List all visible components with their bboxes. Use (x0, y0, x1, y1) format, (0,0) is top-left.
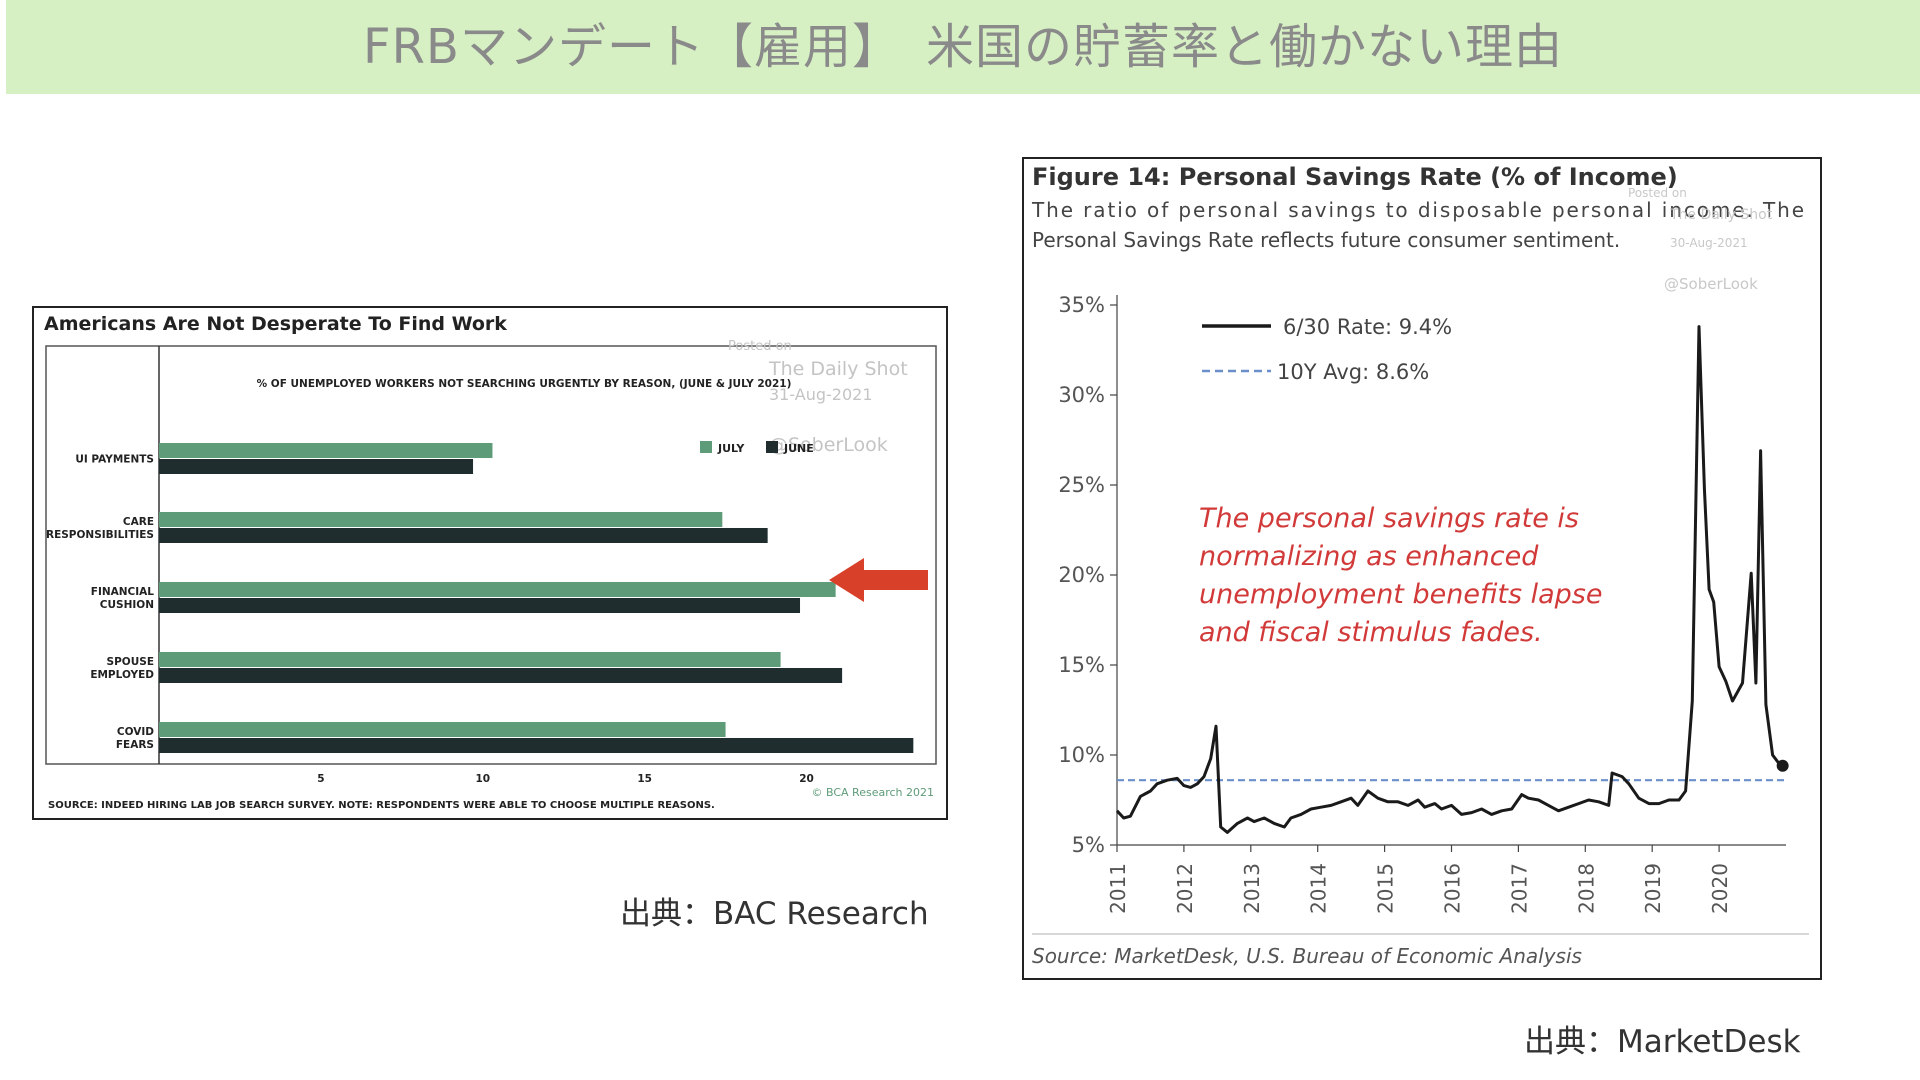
y-tick-label: 15% (1058, 653, 1105, 677)
line-chart-source: Source: MarketDesk, U.S. Bureau of Econo… (1032, 944, 1582, 968)
x-tick-label: 2016 (1441, 863, 1465, 914)
legend-avg-label: 10Y Avg: 8.6% (1277, 360, 1429, 384)
y-tick-label: 20% (1058, 563, 1105, 587)
line-x-axis: 2011 2012 2013 2014 2015 2016 2017 2018 2019 2020 (1106, 844, 1786, 914)
highlight-arrow (829, 558, 928, 602)
x-tick-label: 2012 (1173, 863, 1197, 914)
legend-july-label: JULY (717, 442, 745, 455)
bar-chart-subtitle: % OF UNEMPLOYED WORKERS NOT SEARCHING UR… (257, 378, 792, 390)
line-y-axis: 5% 10% 15% 20% 25% 30% 35% (1058, 293, 1118, 857)
x-tick-label: 2013 (1240, 863, 1264, 914)
y-tick-label: 35% (1058, 293, 1105, 317)
bar-category-label: FEARS (116, 739, 154, 751)
x-tick-label: 2017 (1507, 863, 1531, 914)
bar-june-spouse-employed (159, 668, 843, 683)
watermark-posted-on: Posted on (728, 339, 792, 354)
annotation-line-2: normalizing as enhanced (1199, 541, 1539, 572)
x-tick-label: 2011 (1106, 863, 1130, 914)
watermark-handle-right: @SoberLook (1664, 275, 1758, 293)
y-tick-label: 25% (1058, 473, 1105, 497)
bar-plot-frame (45, 345, 937, 765)
unemployed-reasons-chart-panel: Americans Are Not Desperate To Find Work… (32, 306, 948, 820)
watermark-site-right: The Daily Shot (1669, 207, 1773, 223)
bar-x-tick-label: 15 (637, 773, 652, 785)
right-source-caption: 出典：MarketDesk (1524, 1024, 1801, 1060)
savings-annotation: The personal savings rate is normalizing… (1199, 503, 1602, 648)
bar-july-spouse-employed (159, 652, 781, 667)
bar-june-ui-payments (159, 459, 474, 474)
bar-watermark: Posted on The Daily Shot 31-Aug-2021 @So… (728, 339, 908, 456)
slide-title: FRBマンデート【雇用】 米国の貯蓄率と働かない理由 (363, 19, 1563, 75)
annotation-line-4: and fiscal stimulus fades. (1199, 617, 1543, 648)
line-watermark: Posted on The Daily Shot 30-Aug-2021 @So… (1628, 186, 1773, 293)
bar-category-label: CUSHION (100, 599, 154, 611)
bar-june-covid-fears (159, 738, 914, 753)
bar-july-covid-fears (159, 722, 726, 737)
bar-category-label: COVID (117, 726, 154, 738)
bar-x-tick-label: 20 (799, 773, 814, 785)
bar-category-label: FINANCIAL (91, 586, 155, 598)
x-tick-label: 2019 (1641, 863, 1665, 914)
line-chart-subtitle-2: Personal Savings Rate reflects future co… (1032, 228, 1620, 252)
x-tick-label: 2020 (1708, 863, 1732, 914)
bar-category-label: CARE (123, 516, 154, 528)
line-legend: 6/30 Rate: 9.4% 10Y Avg: 8.6% (1202, 315, 1452, 384)
x-tick-label: 2014 (1307, 863, 1331, 914)
watermark-date: 31-Aug-2021 (769, 385, 873, 404)
line-chart-title: Figure 14: Personal Savings Rate (% of I… (1032, 163, 1678, 191)
bar-x-tick-label: 10 (475, 773, 490, 785)
unemployed-reasons-chart: Americans Are Not Desperate To Find Work… (44, 313, 937, 811)
bar-x-tick-label: 5 (317, 773, 324, 785)
watermark-handle: @SoberLook (769, 434, 888, 456)
legend-june-label: JUNE (783, 442, 814, 455)
watermark-site: The Daily Shot (768, 358, 908, 380)
y-tick-label: 10% (1058, 743, 1105, 767)
latest-value-dot (1776, 759, 1789, 772)
legend-july-swatch (700, 441, 712, 453)
legend-rate-label: 6/30 Rate: 9.4% (1283, 315, 1452, 339)
bar-july-ui-payments (159, 443, 493, 458)
x-tick-label: 2015 (1374, 863, 1398, 914)
bar-category-label: RESPONSIBILITIES (46, 529, 154, 541)
annotation-line-1: The personal savings rate is (1199, 503, 1579, 534)
savings-rate-chart-panel: Figure 14: Personal Savings Rate (% of I… (1022, 157, 1822, 980)
y-tick-label: 30% (1058, 383, 1105, 407)
watermark-posted-on-right: Posted on (1628, 186, 1687, 200)
bar-category-label: UI PAYMENTS (75, 454, 154, 466)
bar-category-label: SPOUSE (107, 656, 154, 668)
bar-june-care-responsibilities (159, 528, 768, 543)
bar-x-tick-labels: 5 10 15 20 (317, 773, 814, 785)
savings-rate-line (1115, 325, 1784, 834)
bar-category-label: EMPLOYED (90, 669, 154, 681)
savings-rate-chart: Figure 14: Personal Savings Rate (% of I… (1031, 163, 1809, 968)
x-tick-label: 2018 (1574, 863, 1598, 914)
bar-copyright: © BCA Research 2021 (812, 786, 935, 799)
bar-legend: JULY JUNE (700, 441, 814, 455)
annotation-line-3: unemployment benefits lapse (1199, 579, 1602, 610)
y-tick-label: 5% (1072, 833, 1105, 857)
bar-june-financial-cushion (159, 598, 801, 613)
legend-june-swatch (766, 441, 778, 453)
bar-chart-title: Americans Are Not Desperate To Find Work (44, 313, 507, 335)
title-bar: FRBマンデート【雇用】 米国の貯蓄率と働かない理由 (6, 0, 1920, 94)
bar-marks (159, 443, 914, 753)
left-source-caption: 出典：BAC Research (620, 896, 929, 932)
watermark-date-right: 30-Aug-2021 (1670, 236, 1748, 250)
bar-july-care-responsibilities (159, 512, 723, 527)
bar-chart-source: SOURCE: INDEED HIRING LAB JOB SEARCH SUR… (48, 800, 715, 811)
bar-july-financial-cushion (159, 582, 836, 597)
